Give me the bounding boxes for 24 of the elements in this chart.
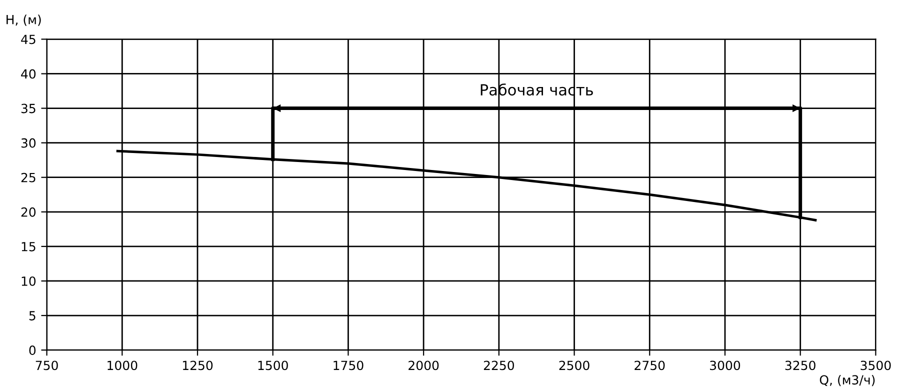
y-tick-label: 0 [29,346,36,355]
y-tick-label: 15 [22,242,36,252]
x-tick-label: 3000 [710,360,740,370]
y-tick-label: 20 [21,207,36,217]
y-tick-label: 10 [22,276,36,286]
x-tick-label: 2250 [484,360,514,370]
y-tick-label: 45 [21,34,36,44]
y-tick-label: 5 [29,311,36,320]
x-axis-title: Q, (м3/ч) [820,374,875,386]
x-tick-label: 3500 [860,360,891,370]
y-tick-label: 30 [21,138,36,148]
y-tick-label: 35 [21,104,36,114]
x-tick-label: 2500 [559,360,590,370]
y-tick-label: 40 [21,69,36,79]
x-tick-label: 1250 [182,360,213,370]
x-tick-label: 1500 [258,360,288,370]
y-axis-title: H, (м) [6,14,41,26]
x-tick-label: 3250 [785,360,816,370]
x-tick-label: 750 [36,360,58,370]
y-tick-label: 25 [21,172,36,182]
x-tick-label: 2000 [408,360,439,370]
x-tick-label: 2750 [634,360,665,370]
x-tick-label: 1000 [108,360,138,370]
x-tick-label: 1750 [334,360,364,370]
